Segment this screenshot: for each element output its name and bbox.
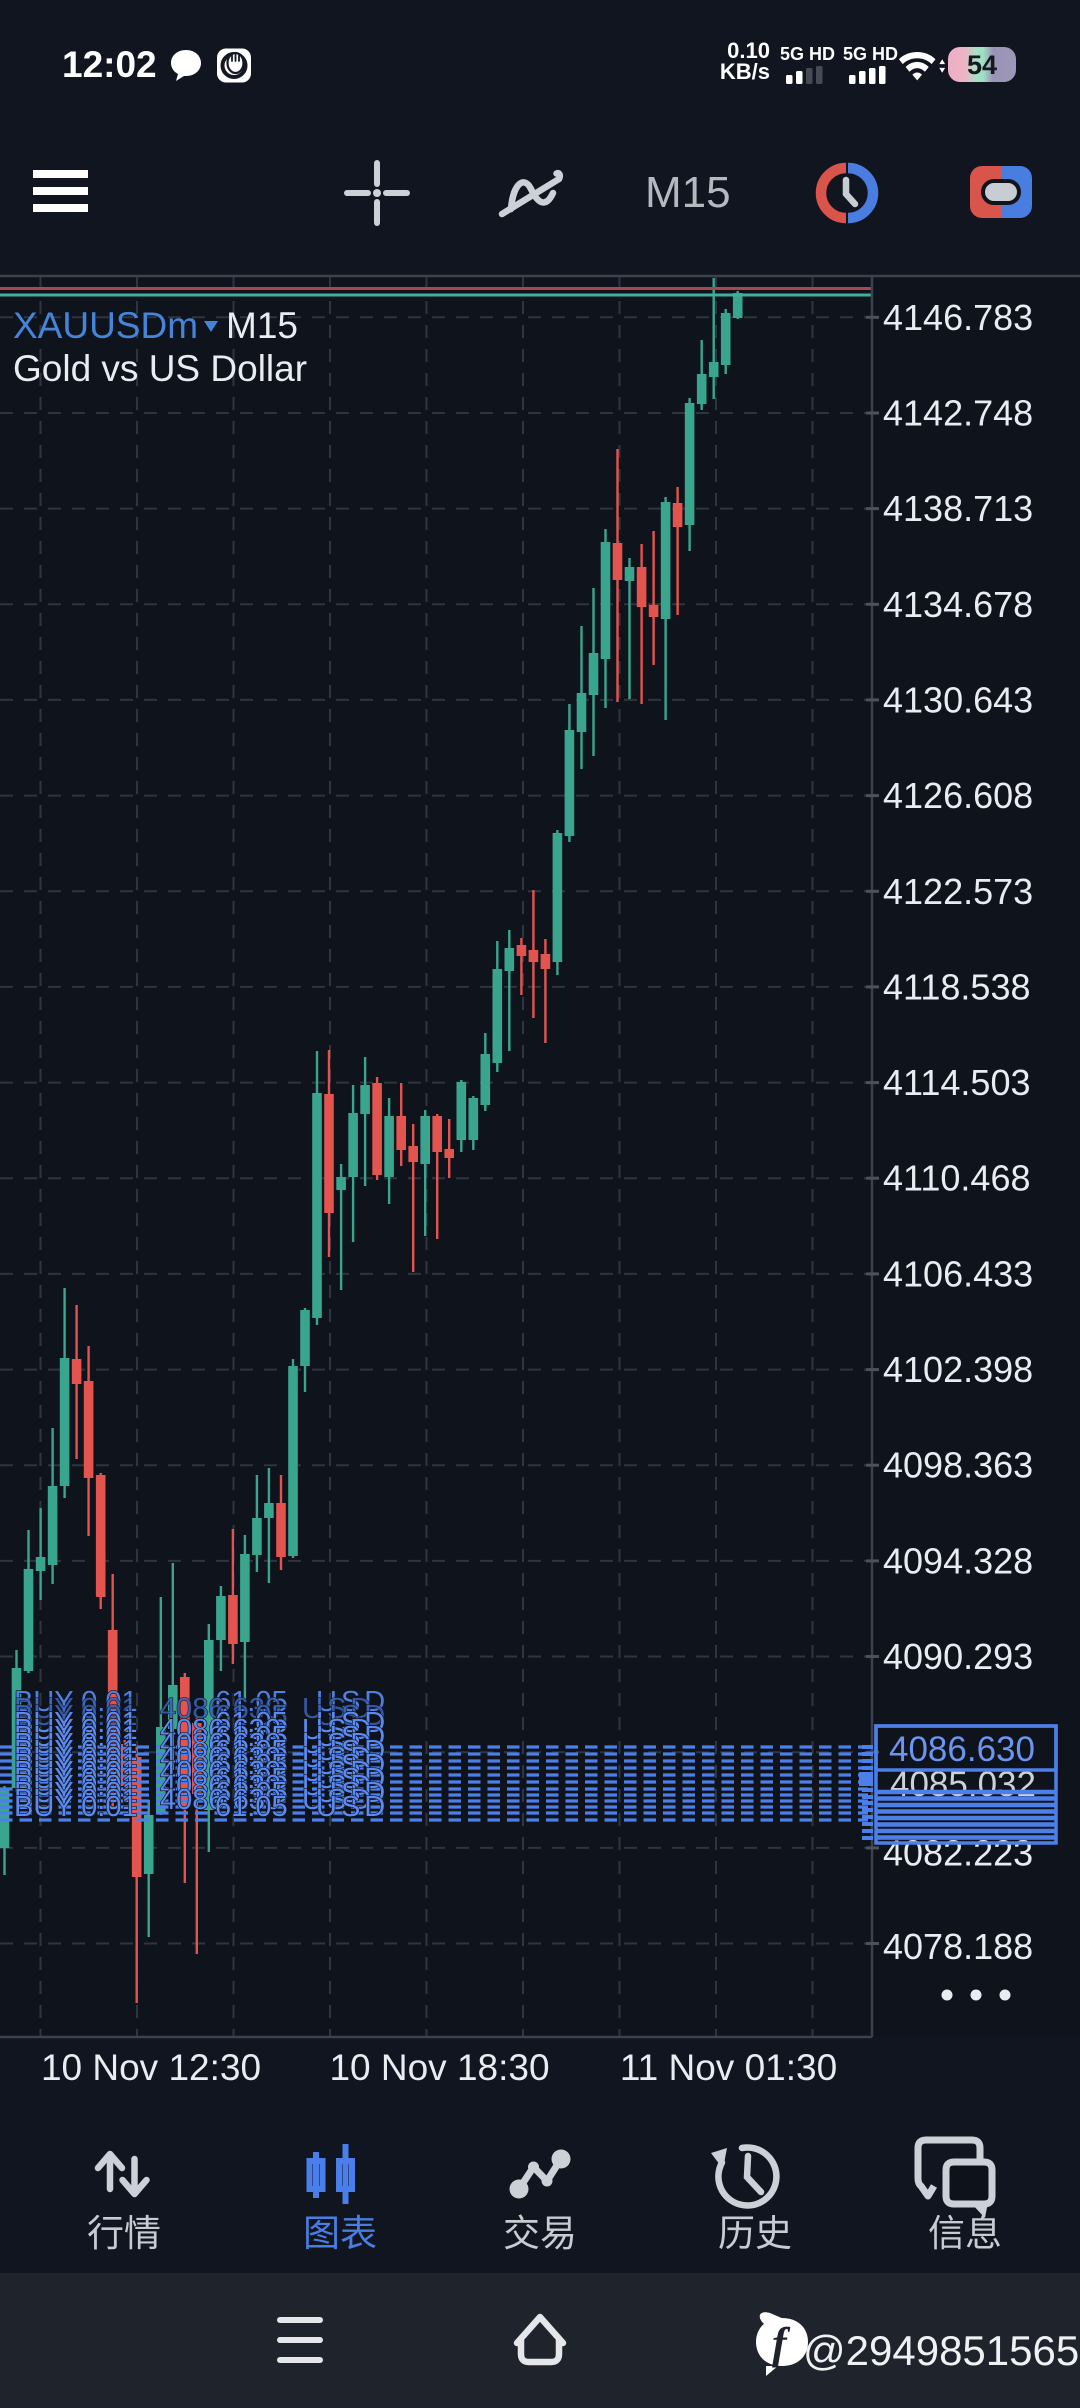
svg-text:4102.398: 4102.398 <box>883 1349 1033 1390</box>
svg-text:4094.328: 4094.328 <box>883 1540 1033 1581</box>
svg-text:4110.468: 4110.468 <box>883 1158 1030 1199</box>
svg-text:4126.608: 4126.608 <box>883 775 1033 816</box>
svg-text:4098.363: 4098.363 <box>883 1445 1033 1486</box>
svg-text:4142.748: 4142.748 <box>883 393 1033 434</box>
svg-text:M15: M15 <box>226 305 298 346</box>
svg-text:XAUUSDm: XAUUSDm <box>13 305 198 346</box>
svg-text:4134.678: 4134.678 <box>883 584 1033 625</box>
svg-text:4118.538: 4118.538 <box>883 966 1030 1007</box>
svg-text:4078.188: 4078.188 <box>883 1926 1033 1967</box>
svg-text:11 Nov 01:30: 11 Nov 01:30 <box>620 2047 837 2088</box>
svg-text:4086.630: 4086.630 <box>889 1730 1035 1769</box>
svg-text:4146.783: 4146.783 <box>883 297 1033 338</box>
svg-text:4138.713: 4138.713 <box>883 488 1033 529</box>
svg-text:4114.503: 4114.503 <box>883 1062 1030 1103</box>
svg-text:Gold vs US Dollar: Gold vs US Dollar <box>13 348 307 389</box>
svg-text:f: f <box>772 2319 791 2368</box>
svg-text:4090.293: 4090.293 <box>883 1636 1033 1677</box>
svg-text:4106.433: 4106.433 <box>883 1253 1033 1294</box>
svg-text:10 Nov 12:30: 10 Nov 12:30 <box>41 2047 261 2088</box>
svg-text:4122.573: 4122.573 <box>883 871 1033 912</box>
svg-text:4130.643: 4130.643 <box>883 679 1033 720</box>
svg-text:10 Nov 18:30: 10 Nov 18:30 <box>329 2047 549 2088</box>
